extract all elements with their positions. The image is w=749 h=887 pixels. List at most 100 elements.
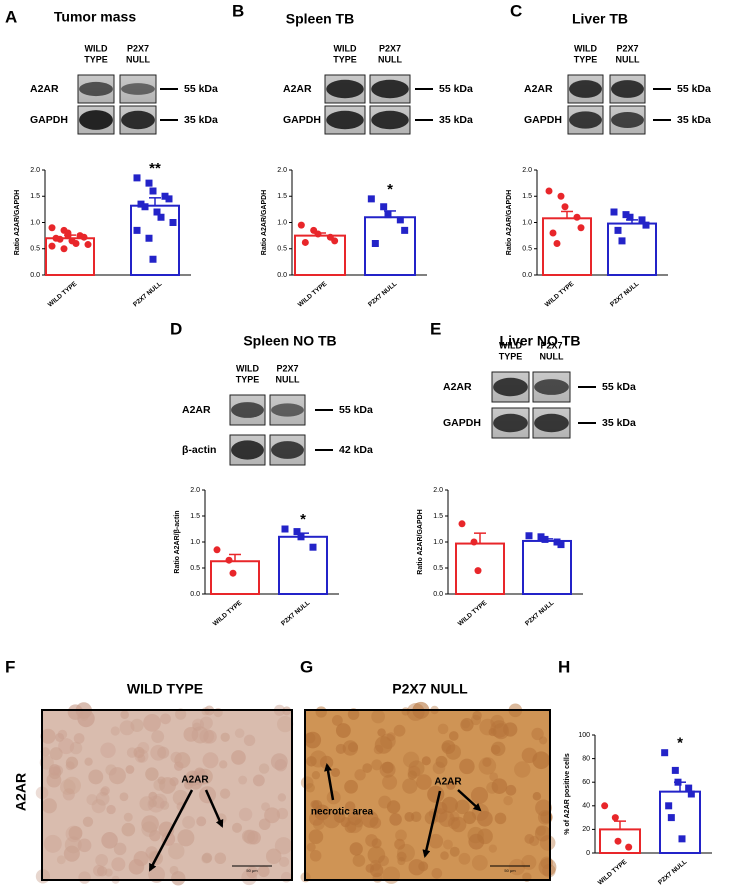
cell [201, 853, 212, 864]
data-point [661, 749, 669, 757]
blot-column-label: NULL [378, 54, 402, 64]
cell [276, 807, 289, 820]
cell [381, 761, 394, 774]
cell [309, 810, 324, 826]
cell [467, 826, 484, 844]
cell [361, 810, 379, 828]
y-tick-label: 0.0 [522, 272, 532, 279]
cell [431, 868, 443, 879]
cell [121, 822, 136, 837]
blot-band [371, 79, 409, 99]
data-point [557, 541, 565, 549]
cell [438, 810, 455, 828]
data-point [685, 784, 693, 792]
significance: * [677, 735, 683, 752]
data-point [149, 187, 157, 195]
cell [55, 732, 65, 742]
blot-row-label: A2AR [524, 83, 553, 95]
cell [143, 713, 161, 732]
cell [367, 846, 386, 864]
cell [408, 760, 425, 777]
cell [486, 781, 499, 794]
arrow [148, 789, 194, 872]
x-tick-label: P2X7 NULL [367, 280, 398, 308]
arrow [204, 789, 224, 828]
y-tick-label: 0.5 [190, 565, 200, 572]
cell [100, 742, 116, 758]
cell [67, 704, 84, 720]
bar [130, 204, 180, 276]
cell [440, 851, 449, 860]
data-point [638, 216, 646, 224]
micrograph-label: A2AR [434, 777, 462, 788]
cell [110, 726, 120, 736]
cell [344, 779, 358, 794]
cell [278, 856, 290, 868]
y-tick-label: 2.0 [277, 167, 287, 174]
cell [416, 774, 432, 790]
blot-band [271, 403, 304, 417]
cell [330, 767, 341, 778]
x-tick-label: P2X7 NULL [657, 858, 688, 886]
cell [421, 756, 431, 766]
panel-letter: B [232, 1, 244, 20]
data-point [141, 203, 149, 211]
cell [514, 761, 531, 778]
cell [39, 755, 54, 770]
data-point [665, 802, 673, 810]
y-tick-label: 1.0 [30, 219, 40, 226]
cell [88, 769, 104, 785]
cell [78, 871, 91, 884]
cell [243, 734, 256, 747]
blot-column-label: WILD [574, 43, 597, 53]
cell [371, 838, 382, 849]
blot-band [326, 110, 364, 130]
blot-band [231, 402, 264, 418]
cell [77, 838, 92, 853]
blot-column-label: NULL [616, 54, 640, 64]
blot-band [79, 110, 113, 130]
cell [342, 740, 359, 756]
panel-letter: F [5, 657, 15, 676]
cell [123, 812, 133, 822]
blot-band [611, 80, 644, 98]
cell [258, 818, 271, 831]
marker-label: 35 kDa [439, 114, 473, 126]
cell [393, 724, 406, 737]
cell [119, 720, 135, 736]
blot-column-label: TYPE [574, 54, 598, 64]
data-point [169, 219, 177, 226]
cell [243, 829, 259, 845]
cell [139, 796, 155, 811]
cell [238, 775, 248, 785]
cell [335, 743, 346, 755]
cell [539, 736, 548, 745]
blot-column-label: TYPE [499, 351, 523, 361]
data-point [601, 802, 609, 810]
y-tick-label: 1.5 [30, 193, 40, 200]
cell [62, 788, 75, 801]
cell [441, 740, 456, 755]
y-tick-label: 0.5 [30, 246, 40, 253]
cell [232, 822, 243, 833]
blot-column-label: P2X7 [379, 43, 401, 53]
cell [370, 859, 382, 871]
y-tick-label: 100 [578, 732, 590, 739]
cell [182, 815, 196, 829]
y-tick-label: 1.0 [433, 539, 443, 546]
panel-letter: C [510, 1, 522, 20]
cell [192, 769, 209, 786]
y-tick-label: 80 [582, 755, 590, 762]
micrograph-border [41, 709, 293, 881]
cell [145, 767, 159, 781]
y-tick-label: 20 [582, 826, 590, 833]
x-tick-label: WILD TYPE [47, 280, 79, 309]
y-tick-label: 2.0 [522, 167, 532, 174]
cell [397, 856, 406, 866]
data-point [371, 240, 379, 247]
cell [394, 838, 406, 850]
cell [49, 747, 63, 761]
cell [449, 846, 460, 857]
cell [404, 811, 415, 822]
blot-band [326, 79, 364, 99]
